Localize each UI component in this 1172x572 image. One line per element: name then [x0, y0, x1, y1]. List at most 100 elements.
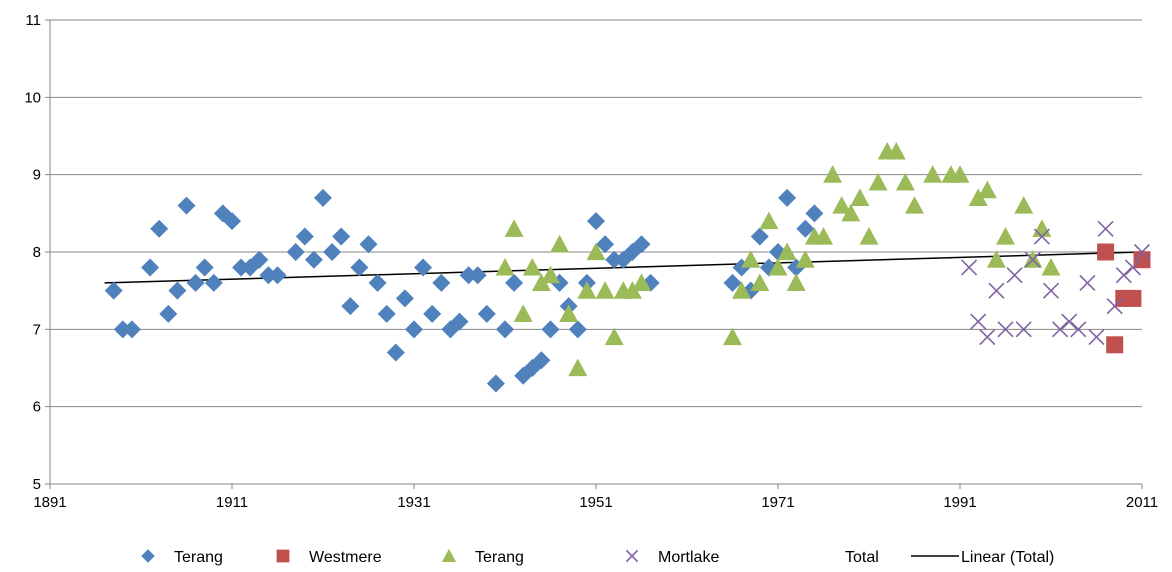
- point-series-3: [1133, 243, 1151, 261]
- point-series-2: [1041, 257, 1061, 276]
- point-series-0: [350, 258, 369, 277]
- point-series-2: [950, 165, 970, 183]
- point-series-0: [477, 304, 496, 323]
- point-series-2: [559, 304, 579, 322]
- cross-stroke: [1042, 282, 1060, 299]
- point-series-2: [577, 281, 597, 299]
- point-series-0: [122, 320, 141, 339]
- point-series-0: [314, 188, 332, 207]
- point-series-2: [814, 227, 833, 245]
- cross-stroke: [625, 549, 639, 563]
- point-series-0: [286, 243, 305, 261]
- cross-stroke: [1124, 259, 1141, 276]
- point-series-2: [786, 273, 806, 292]
- point-series-0: [341, 297, 360, 316]
- point-series-0: [204, 273, 223, 292]
- point-series-3: [1061, 313, 1078, 330]
- cross-stroke: [1070, 321, 1087, 338]
- point-series-2: [996, 227, 1015, 245]
- point-series-2: [586, 242, 606, 261]
- point-series-2: [859, 227, 879, 245]
- y-axis-ticks: 5 6 7 8 9 10 11: [24, 12, 50, 493]
- y-tick-label: 7: [33, 321, 41, 338]
- point-series-3: [997, 321, 1014, 338]
- point-series-0: [186, 273, 205, 292]
- point-series-2: [1014, 196, 1034, 214]
- y-tick-label: 10: [24, 89, 41, 106]
- point-series-2: [886, 141, 906, 160]
- cross-stroke: [1061, 313, 1078, 330]
- legend-marker-0: [141, 549, 155, 563]
- cross-stroke: [1115, 267, 1132, 284]
- point-series-2: [832, 196, 852, 214]
- cross-stroke: [1133, 243, 1151, 261]
- point-series-0: [750, 227, 769, 246]
- cross-stroke: [1097, 220, 1114, 237]
- cross-stroke: [1024, 251, 1041, 268]
- x-tick-label: 1951: [579, 494, 612, 511]
- point-series-0: [232, 258, 251, 277]
- point-series-0: [268, 266, 287, 285]
- point-series-2: [850, 188, 870, 206]
- cross-stroke: [979, 329, 996, 346]
- point-series-1: [1097, 243, 1115, 261]
- point-series-0: [195, 258, 214, 277]
- point-series-0: [450, 312, 469, 331]
- point-series-0: [632, 235, 651, 254]
- point-series-3: [1024, 251, 1041, 268]
- point-series-0: [432, 273, 451, 292]
- y-tick-label: 11: [25, 12, 41, 29]
- point-series-3: [1079, 274, 1096, 291]
- x-tick-label: 1891: [33, 494, 66, 511]
- point-series-3: [1097, 220, 1114, 237]
- point-series-2: [923, 165, 943, 183]
- point-series-2: [977, 180, 997, 199]
- point-series-3: [1033, 228, 1050, 245]
- x-tick-label: 1931: [397, 494, 430, 511]
- point-series-2: [895, 172, 915, 191]
- point-series-0: [332, 227, 351, 246]
- point-series-2: [513, 304, 533, 322]
- point-series-0: [778, 188, 797, 207]
- point-series-2: [550, 234, 570, 253]
- y-tick-label: 6: [33, 399, 41, 416]
- point-series-0: [468, 266, 487, 285]
- point-series-0: [596, 235, 615, 254]
- point-series-3: [1015, 321, 1032, 338]
- legend-label: Mortlake: [658, 549, 719, 566]
- cross-stroke: [970, 313, 987, 330]
- point-series-3: [988, 282, 1005, 299]
- point-series-2: [1032, 219, 1052, 237]
- point-series-2: [741, 250, 761, 268]
- point-series-0: [395, 289, 414, 308]
- point-series-2: [622, 281, 642, 299]
- cross-stroke: [1006, 267, 1023, 284]
- legend: Terang Westmere Terang Mortlake Total Linear …: [141, 548, 1054, 566]
- point-series-1: [1124, 289, 1142, 307]
- point-series-0: [250, 250, 269, 269]
- point-series-3: [961, 259, 978, 276]
- point-series-2: [732, 281, 752, 299]
- point-series-2: [723, 327, 742, 346]
- point-series-0: [541, 320, 560, 339]
- point-series-2: [522, 257, 542, 276]
- point-series-2: [632, 273, 651, 292]
- point-series-3: [979, 329, 996, 346]
- point-series-2: [541, 265, 560, 284]
- point-series-0: [159, 304, 178, 323]
- point-series-0: [377, 304, 396, 323]
- point-series-3: [1124, 259, 1141, 276]
- point-series-0: [496, 320, 514, 339]
- point-series-2: [531, 273, 551, 292]
- point-series-2: [495, 257, 515, 276]
- point-series-3: [1006, 267, 1023, 284]
- point-series-2: [504, 219, 524, 237]
- point-series-3: [1042, 282, 1060, 299]
- point-series-0: [141, 258, 160, 277]
- point-series-0: [304, 250, 323, 269]
- point-series-3: [970, 313, 987, 330]
- point-series-0: [405, 320, 423, 339]
- point-series-2: [905, 196, 924, 214]
- cross-stroke: [988, 282, 1005, 299]
